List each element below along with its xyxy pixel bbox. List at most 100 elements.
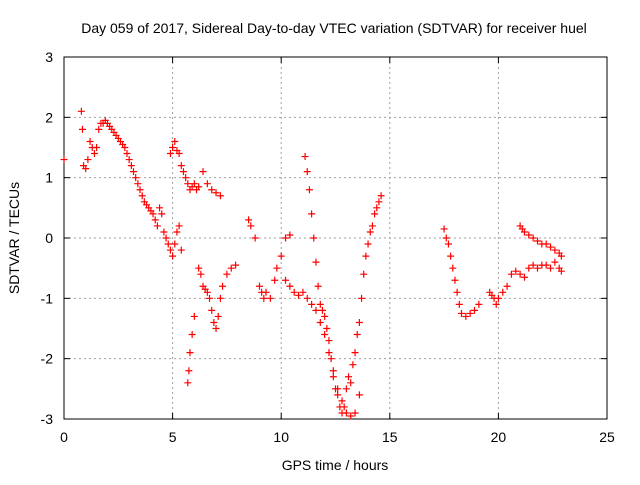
data-point	[547, 264, 555, 272]
grid-lines	[64, 57, 607, 419]
chart-title: Day 059 of 2017, Sidereal Day-to-day VTE…	[81, 20, 587, 36]
data-point	[471, 306, 479, 314]
data-point	[223, 270, 231, 278]
data-point	[208, 186, 216, 194]
data-point	[286, 231, 294, 239]
data-point	[440, 225, 448, 233]
x-tick-label: 20	[491, 429, 507, 445]
data-point	[290, 288, 298, 296]
data-point	[303, 294, 311, 302]
x-axis-label: GPS time / hours	[282, 457, 389, 473]
data-point	[158, 210, 166, 218]
data-point	[533, 264, 541, 272]
data-point	[78, 125, 86, 133]
data-point	[364, 240, 372, 248]
data-point	[525, 231, 533, 239]
data-point	[95, 125, 103, 133]
data-point	[171, 137, 179, 145]
data-point	[151, 216, 159, 224]
data-point	[327, 355, 335, 363]
data-point	[457, 309, 465, 317]
data-point	[130, 168, 138, 176]
data-point	[173, 228, 181, 236]
data-point	[132, 174, 140, 182]
data-point	[277, 252, 285, 260]
data-point	[308, 300, 316, 308]
data-point	[266, 294, 274, 302]
data-point	[492, 300, 500, 308]
data-point	[169, 144, 177, 151]
data-point	[162, 234, 170, 242]
data-point	[499, 288, 507, 296]
data-point	[507, 270, 515, 278]
data-point	[318, 306, 326, 314]
data-point	[171, 240, 179, 248]
data-point	[206, 294, 214, 302]
data-point	[216, 294, 224, 302]
y-tick-label: 1	[45, 170, 53, 186]
data-point	[455, 300, 463, 308]
data-point	[325, 337, 333, 345]
data-point	[271, 276, 279, 284]
data-point	[520, 273, 528, 281]
data-point	[212, 325, 220, 332]
data-point	[260, 294, 268, 302]
data-point	[447, 252, 455, 260]
data-point	[166, 150, 174, 158]
data-point	[371, 210, 379, 218]
x-tick-label: 0	[60, 429, 68, 445]
data-point	[351, 409, 359, 417]
data-point	[466, 309, 474, 317]
data-point	[160, 228, 168, 236]
data-point	[121, 144, 129, 151]
data-point	[195, 264, 203, 272]
data-point	[375, 198, 383, 206]
data-point	[219, 282, 227, 290]
data-point	[149, 210, 157, 218]
data-point	[60, 156, 68, 164]
data-point	[332, 385, 339, 393]
data-point	[347, 412, 355, 420]
data-point	[188, 331, 196, 339]
data-point	[349, 361, 357, 369]
data-point	[494, 294, 502, 302]
data-point	[340, 403, 348, 411]
data-point	[77, 107, 85, 115]
data-point	[373, 204, 381, 212]
data-point	[358, 294, 366, 302]
data-point	[362, 252, 370, 260]
data-point	[321, 331, 329, 339]
data-point	[136, 186, 144, 194]
data-point	[184, 379, 192, 387]
data-point	[342, 385, 350, 393]
data-point	[312, 306, 320, 314]
data-point	[199, 168, 207, 176]
data-point	[525, 264, 533, 272]
data-point	[503, 282, 511, 290]
data-point	[305, 186, 313, 194]
y-tick-label: 2	[45, 109, 53, 125]
data-point	[351, 349, 359, 357]
data-point	[208, 306, 216, 314]
data-point	[203, 288, 211, 296]
data-point	[123, 150, 131, 158]
data-point	[86, 137, 94, 145]
data-point	[164, 240, 172, 248]
data-point	[533, 237, 541, 245]
data-point	[203, 180, 211, 188]
x-tick-label: 25	[599, 429, 615, 445]
data-point	[557, 252, 565, 260]
data-point	[127, 162, 135, 170]
data-point	[316, 300, 324, 308]
data-point	[156, 204, 164, 212]
data-point	[529, 261, 537, 269]
data-point	[138, 192, 146, 200]
data-point	[93, 144, 101, 151]
data-point	[542, 261, 550, 269]
data-point	[245, 216, 253, 224]
data-point	[195, 183, 203, 191]
data-point	[177, 162, 185, 170]
data-point	[169, 252, 177, 260]
data-point	[84, 156, 92, 164]
data-point	[295, 291, 303, 299]
